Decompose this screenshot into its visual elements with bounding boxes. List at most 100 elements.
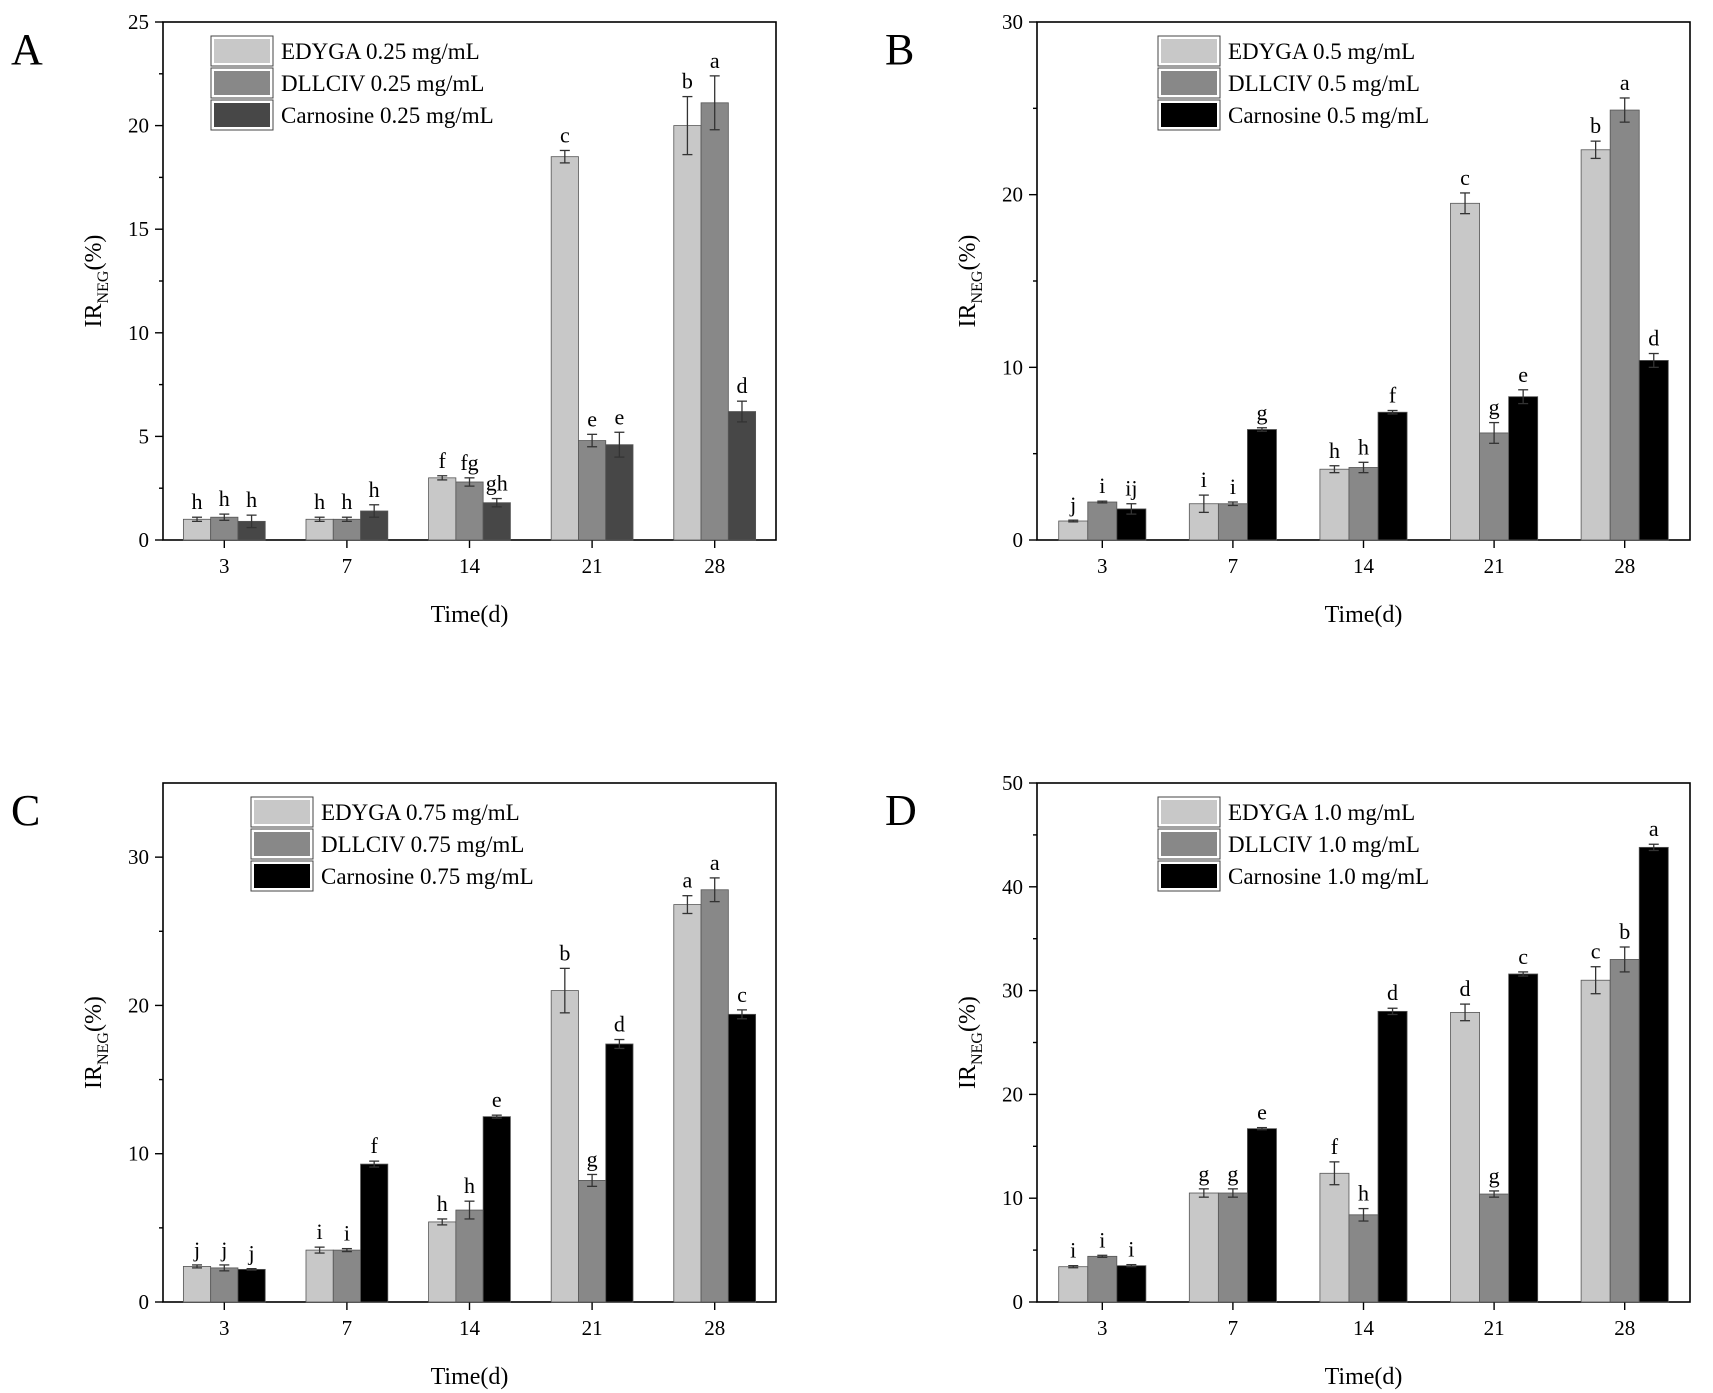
y-tick-label: 50	[1002, 771, 1023, 795]
legend-swatch	[254, 832, 310, 856]
y-tick-label: 10	[128, 321, 149, 345]
significance-letter: h	[437, 1191, 448, 1216]
y-tick-label: 10	[1002, 355, 1023, 379]
significance-letter: i	[1128, 1237, 1134, 1262]
panel-label: C	[11, 786, 40, 835]
significance-letter: c	[1460, 165, 1470, 190]
bar	[360, 1163, 389, 1303]
legend-swatch	[254, 864, 310, 888]
bar	[1087, 1255, 1118, 1303]
bar	[1609, 109, 1640, 541]
y-tick-label: 0	[139, 528, 150, 552]
panel-label: A	[11, 25, 43, 74]
significance-letter: h	[219, 486, 230, 511]
y-tick-label: 10	[1002, 1186, 1023, 1210]
significance-letter: a	[683, 868, 693, 893]
y-axis-title-subscript: NEG	[95, 270, 112, 303]
legend-swatch-frame	[210, 67, 274, 99]
y-tick-label: 15	[128, 217, 149, 241]
bar	[332, 1249, 361, 1303]
legend-label: EDYGA 1.0 mg/mL	[1228, 800, 1415, 825]
bar	[482, 502, 511, 541]
bar	[1377, 1010, 1408, 1303]
significance-letter: f	[371, 1133, 379, 1158]
significance-letter: j	[193, 1237, 200, 1262]
legend-swatch	[214, 39, 270, 63]
significance-letter: g	[1198, 1161, 1209, 1186]
bar	[578, 440, 607, 541]
bar	[1319, 1172, 1350, 1303]
x-tick-label: 28	[1614, 554, 1635, 578]
bar	[1479, 1193, 1510, 1303]
legend-swatch	[214, 71, 270, 95]
y-axis-title-main: IR	[955, 1065, 981, 1089]
significance-letter: i	[317, 1219, 323, 1244]
legend-swatch	[1161, 39, 1217, 63]
x-tick-label: 28	[704, 554, 725, 578]
bar	[1247, 429, 1277, 541]
significance-letter: f	[1389, 383, 1397, 408]
bar	[1247, 1128, 1277, 1303]
bar	[700, 102, 729, 541]
legend: EDYGA 0.5 mg/mL DLLCIV 0.5 mg/mL Carnosine…	[1157, 35, 1429, 131]
bar	[1479, 432, 1510, 541]
bar	[182, 518, 212, 541]
significance-letter: d	[1387, 980, 1398, 1005]
bar	[1450, 1011, 1480, 1303]
bar	[1217, 1192, 1248, 1303]
significance-letter: i	[1099, 473, 1105, 498]
legend-swatch	[1161, 800, 1217, 824]
y-tick-label: 30	[128, 845, 149, 869]
significance-letter: h	[1358, 1181, 1369, 1206]
significance-letter: f	[1331, 1134, 1339, 1159]
significance-letter: h	[341, 489, 352, 514]
legend-swatch-frame	[1157, 860, 1221, 892]
significance-letter: h	[246, 487, 257, 512]
legend-swatch-frame	[250, 860, 314, 892]
bar	[700, 889, 729, 1303]
y-axis-title-main: IR	[955, 303, 981, 327]
bar	[1058, 520, 1089, 541]
legend-label: EDYGA 0.5 mg/mL	[1228, 39, 1415, 64]
y-tick-label: 20	[128, 114, 149, 138]
legend-label: DLLCIV 0.25 mg/mL	[281, 71, 484, 96]
x-tick-label: 3	[219, 1316, 230, 1340]
bar	[578, 1180, 607, 1303]
significance-letter: c	[737, 982, 747, 1007]
significance-letter: d	[1460, 976, 1471, 1001]
significance-letter: g	[1489, 1163, 1500, 1188]
legend-label: Carnosine 0.5 mg/mL	[1228, 103, 1429, 128]
significance-letter: j	[1069, 492, 1076, 517]
significance-letter: h	[1329, 438, 1340, 463]
y-axis-title-subscript: NEG	[95, 1032, 112, 1065]
significance-letter: a	[1649, 816, 1659, 841]
bar	[455, 481, 484, 541]
bar	[1319, 468, 1350, 541]
significance-letter: i	[1099, 1227, 1105, 1252]
y-tick-label: 20	[1002, 183, 1023, 207]
bar	[605, 1043, 634, 1303]
x-tick-label: 14	[1353, 1316, 1375, 1340]
legend-swatch	[1161, 103, 1217, 127]
significance-letter: e	[614, 404, 624, 429]
legend-swatch-frame	[210, 99, 274, 131]
y-axis-title-main: IR	[81, 303, 107, 327]
bar	[1609, 959, 1640, 1303]
bar	[1508, 396, 1539, 541]
legend-swatch-frame	[250, 828, 314, 860]
significance-letter: j	[248, 1241, 255, 1266]
x-tick-label: 21	[1484, 1316, 1505, 1340]
significance-letter: h	[369, 477, 380, 502]
y-axis-title: IRNEG(%)	[955, 996, 986, 1089]
bar	[1580, 149, 1611, 541]
panel-c: C 0 10 20 30 3 7 14 21 28 Time(d) IRNEG(%) j i h b a j i h g…	[11, 782, 777, 1390]
bar	[727, 1013, 757, 1303]
significance-letter: h	[192, 489, 203, 514]
legend-label: DLLCIV 0.5 mg/mL	[1228, 71, 1420, 96]
significance-letter: g	[587, 1146, 598, 1171]
bar	[550, 990, 579, 1303]
bar	[1638, 360, 1669, 541]
panel-label: D	[885, 786, 917, 835]
y-axis-title: IRNEG(%)	[81, 996, 112, 1089]
